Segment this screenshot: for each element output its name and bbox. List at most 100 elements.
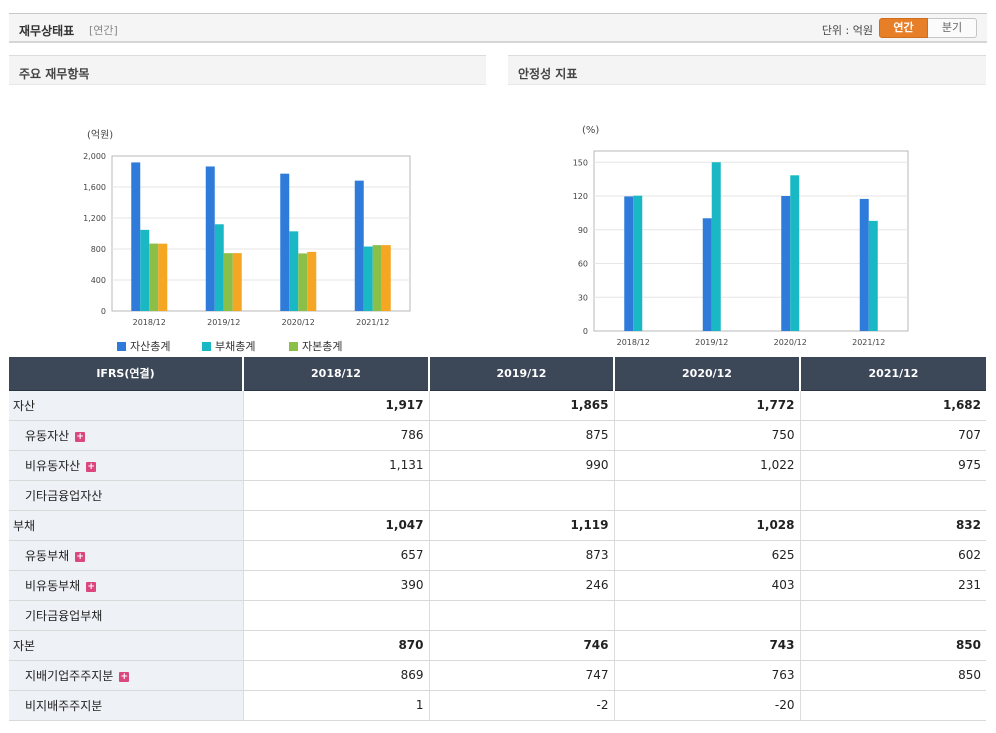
table-cell (429, 600, 615, 631)
table-cell: 1,682 (800, 390, 986, 421)
table-cell: 707 (800, 420, 986, 451)
main-items-chart: (억원) 0 400 800 1,200 1,600 2,000 2018/12 2019/12… (83, 129, 411, 353)
row-label-text: 자산 (13, 398, 36, 413)
row-label-text: 자본 (13, 638, 36, 653)
row-label-text: 비유동자산 (25, 458, 81, 473)
table-cell (800, 480, 986, 511)
left-x-tick-label: 2020/12 (282, 318, 315, 327)
stability-chart: (%) 0 30 60 90 120 150 2018/12 2019/12 2020/12 202… (573, 125, 909, 347)
right-x-tick-label: 2018/12 (617, 338, 650, 347)
table-cell: 1,131 (243, 450, 430, 481)
row-label-text: 지배기업주주지분 (25, 668, 114, 683)
row-label: 부채 (9, 510, 244, 541)
row-label: 지배기업주주지분 + (9, 660, 244, 691)
column-header: 2019/12 (429, 357, 615, 391)
right-x-tick-label: 2020/12 (774, 338, 807, 347)
left-bar (131, 162, 141, 311)
table-cell (800, 690, 986, 721)
row-label: 자산 (9, 390, 244, 421)
right-y-tick-label: 150 (573, 158, 588, 167)
annual-toggle-button[interactable]: 연간 (879, 18, 928, 38)
right-bar (711, 162, 721, 331)
left-bar (149, 243, 159, 311)
right-bar (624, 196, 634, 331)
statement-header: 재무상태표 [연간] 단위 : 억원 연간 분기 (9, 13, 987, 43)
table-cell (614, 480, 801, 511)
table-cell: 1,119 (429, 510, 615, 541)
right-x-tick-label: 2021/12 (852, 338, 885, 347)
table-cell (614, 600, 801, 631)
left-y-tick-label: 1,200 (83, 214, 106, 223)
table-cell: 390 (243, 570, 430, 601)
left-bar (381, 245, 391, 311)
period-toggle: 연간 분기 (879, 18, 977, 38)
expand-plus-icon[interactable]: + (75, 431, 86, 442)
table-row: 지배기업주주지분 +869 747 763 850 (9, 660, 986, 691)
left-bar (158, 243, 168, 311)
table-row: 자본 870 746 743 850 (9, 630, 986, 661)
table-cell (800, 600, 986, 631)
table-cell (243, 480, 430, 511)
row-label-text: 유동자산 (25, 428, 70, 443)
table-cell: 1,772 (614, 390, 801, 421)
table-cell: 1,917 (243, 390, 430, 421)
left-legend-swatch (202, 342, 211, 351)
expand-plus-icon[interactable]: + (75, 551, 86, 562)
table-cell: 750 (614, 420, 801, 451)
left-bar (307, 251, 317, 311)
left-bar (140, 229, 150, 311)
table-cell: 747 (429, 660, 615, 691)
left-x-tick-label: 2021/12 (356, 318, 389, 327)
table-cell: 625 (614, 540, 801, 571)
left-bar (223, 253, 233, 311)
row-label-text: 유동부채 (25, 548, 70, 563)
column-header: 2021/12 (800, 357, 986, 391)
table-cell: 246 (429, 570, 615, 601)
left-y-tick-label: 0 (101, 307, 106, 316)
left-legend-label: 부채총계 (215, 340, 255, 353)
right-y-tick-label: 90 (578, 226, 588, 235)
left-bar (298, 253, 308, 311)
row-label: 기타금융업자산 (9, 480, 244, 511)
table-cell: 786 (243, 420, 430, 451)
right-bar (790, 175, 800, 331)
column-header: 2018/12 (243, 357, 430, 391)
table-cell: 1 (243, 690, 430, 721)
left-bar (232, 253, 242, 311)
row-label-text: 부채 (13, 518, 36, 533)
table-row: 비유동부채 +390 246 403 231 (9, 570, 986, 601)
right-y-tick-label: 120 (573, 192, 588, 201)
table-row: 비유동자산 +1,131 990 1,022 975 (9, 450, 986, 481)
right-y-tick-label: 0 (583, 327, 588, 336)
stability-title: 안정성 지표 (508, 55, 986, 85)
right-bar (859, 198, 869, 331)
row-label-text: 기타금융업부채 (25, 608, 103, 623)
table-corner-header: IFRS(연결) (9, 357, 244, 391)
table-cell: 743 (614, 630, 801, 661)
row-label-text: 비유동부채 (25, 578, 81, 593)
table-row: 기타금융업자산 (9, 480, 986, 511)
table-cell: 850 (800, 630, 986, 661)
left-y-tick-label: 1,600 (83, 183, 106, 192)
left-x-tick-label: 2019/12 (207, 318, 240, 327)
column-header: 2020/12 (614, 357, 801, 391)
balance-sheet-table: IFRS(연결) 2018/12 2019/12 2020/12 2021/12… (9, 357, 986, 721)
right-plot-area (593, 150, 909, 332)
table-cell: 990 (429, 450, 615, 481)
left-bar (372, 245, 382, 311)
expand-plus-icon[interactable]: + (119, 671, 130, 682)
quarter-toggle-button[interactable]: 분기 (928, 18, 977, 38)
table-row: 유동자산 +786 875 750 707 (9, 420, 986, 451)
expand-plus-icon[interactable]: + (86, 581, 97, 592)
right-x-tick-label: 2019/12 (695, 338, 728, 347)
left-bar (363, 246, 373, 311)
table-cell: 975 (800, 450, 986, 481)
expand-plus-icon[interactable]: + (86, 461, 97, 472)
table-cell: 602 (800, 540, 986, 571)
unit-label: 단위 : 억원 (821, 24, 873, 37)
table-cell: 657 (243, 540, 430, 571)
table-cell: 231 (800, 570, 986, 601)
table-cell: 873 (429, 540, 615, 571)
table-cell: 763 (614, 660, 801, 691)
row-label: 유동부채 + (9, 540, 244, 571)
